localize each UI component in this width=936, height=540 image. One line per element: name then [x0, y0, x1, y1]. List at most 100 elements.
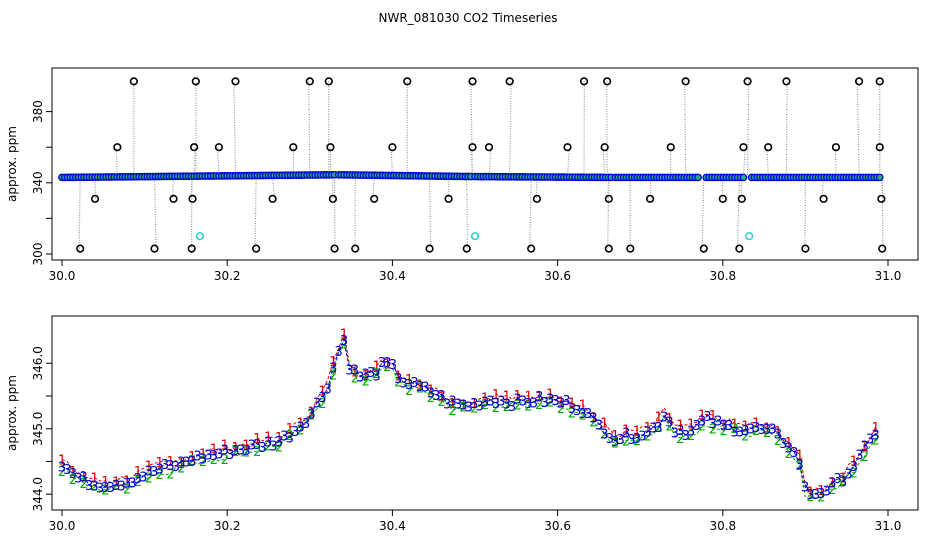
- series-marker: 3: [823, 484, 831, 499]
- series-marker: 3: [503, 397, 511, 412]
- outlier-point: [190, 143, 199, 152]
- series-marker: 1: [188, 450, 196, 465]
- plot-frame: [51, 67, 919, 261]
- series-marker: 2: [416, 382, 424, 397]
- series-marker: 3: [546, 393, 554, 408]
- series-marker: 1: [145, 459, 153, 474]
- series-marker: 2: [687, 429, 695, 444]
- outlier-point: [129, 77, 138, 86]
- series-marker: 2: [438, 395, 446, 410]
- x-tick-label: 30.2: [214, 519, 241, 533]
- series-marker: 2: [492, 401, 500, 416]
- series-marker: 2: [817, 491, 825, 506]
- series-marker: 3: [611, 435, 619, 450]
- series-marker: 2: [665, 419, 673, 434]
- outlier-stem: [78, 177, 81, 249]
- outlier-point: [289, 143, 298, 152]
- outlier-point: [626, 244, 635, 253]
- series-marker: 3: [682, 429, 690, 444]
- series-marker: 3: [313, 397, 321, 412]
- series-marker: 2: [297, 424, 305, 439]
- series-marker: 3: [318, 391, 326, 406]
- series-marker: 3: [741, 424, 749, 439]
- series-marker: 1: [383, 357, 391, 372]
- series-marker: 2: [286, 429, 294, 444]
- series-marker: 3: [63, 463, 71, 478]
- series-marker: 3: [758, 423, 766, 438]
- outlier-point: [600, 143, 609, 152]
- series-marker: 3: [291, 425, 299, 440]
- y-axis-label: approx. ppm: [5, 126, 19, 202]
- series-marker: 3: [340, 334, 348, 349]
- outlier-stem: [607, 177, 610, 249]
- series-marker: 3: [74, 471, 82, 486]
- series-marker: 3: [763, 423, 771, 438]
- series-marker: 3: [812, 488, 820, 503]
- series-marker: 1: [720, 419, 728, 434]
- outlier-stem: [856, 81, 860, 178]
- x-tick-label: 30.4: [379, 269, 406, 283]
- outlier-point: [444, 194, 453, 203]
- y-tick-label: 346.0: [31, 346, 45, 380]
- series-marker: 3: [790, 446, 798, 461]
- series-marker: 3: [421, 381, 429, 396]
- series-marker: 1: [351, 365, 359, 380]
- series-marker: 2: [242, 445, 250, 460]
- series-marker: 3: [796, 458, 804, 473]
- series-marker: 3: [655, 421, 663, 436]
- series-marker: 3: [844, 468, 852, 483]
- series-marker: 3: [231, 444, 239, 459]
- outlier-point: [468, 143, 477, 152]
- outlier-point: [113, 143, 122, 152]
- series-marker: 3: [465, 400, 473, 415]
- outlier-point: [646, 194, 655, 203]
- series-marker: 1: [622, 423, 630, 438]
- series-marker: 3: [199, 452, 207, 467]
- series-marker: 1: [600, 417, 608, 432]
- series-marker: 3: [210, 449, 218, 464]
- series-marker: 3: [259, 441, 267, 456]
- series-3: 3333333333333333333333333333333333333333…: [58, 334, 880, 503]
- series-marker: 2: [307, 408, 315, 423]
- series-marker: 3: [221, 443, 229, 458]
- series-marker: 3: [237, 444, 245, 459]
- series-line: [61, 338, 876, 495]
- outlier-point: [532, 194, 542, 203]
- series-marker: 2: [80, 477, 88, 492]
- series-marker: 1: [774, 425, 782, 440]
- series-marker: 3: [633, 432, 641, 447]
- outlier-stem: [488, 147, 492, 177]
- series-marker: 2: [579, 409, 587, 424]
- data-point: [694, 173, 702, 182]
- outlier-stem: [115, 147, 118, 177]
- series-marker: 2: [112, 478, 120, 493]
- outlier-stem: [742, 147, 746, 178]
- series-marker: 3: [459, 398, 467, 413]
- series-marker: 3: [720, 418, 728, 433]
- outlier-stem: [602, 147, 606, 178]
- outlier-stem: [766, 147, 769, 178]
- series-marker: 3: [508, 400, 516, 415]
- series-marker: 3: [871, 428, 879, 443]
- series-marker: 2: [90, 480, 98, 495]
- series-marker: 2: [123, 482, 131, 497]
- series-marker: 3: [280, 429, 288, 444]
- series-marker: 3: [101, 481, 109, 496]
- series-marker: 3: [573, 404, 581, 419]
- series-marker: 2: [752, 424, 760, 439]
- series-marker: 1: [785, 436, 793, 451]
- series-marker: 2: [253, 445, 261, 460]
- series-marker: 1: [481, 392, 489, 407]
- x-tick-label: 30.8: [709, 269, 736, 283]
- series-marker: 3: [709, 417, 717, 432]
- series-marker: 3: [188, 455, 196, 470]
- outlier-point: [875, 77, 884, 86]
- series-marker: 3: [855, 448, 863, 463]
- series-marker: 3: [226, 448, 234, 463]
- series-marker: 1: [871, 421, 879, 436]
- x-tick-label: 30.6: [544, 519, 571, 533]
- series-marker: 1: [709, 409, 717, 424]
- series-marker: 3: [166, 459, 174, 474]
- series-marker: 3: [676, 424, 684, 439]
- series-marker: 1: [817, 484, 825, 499]
